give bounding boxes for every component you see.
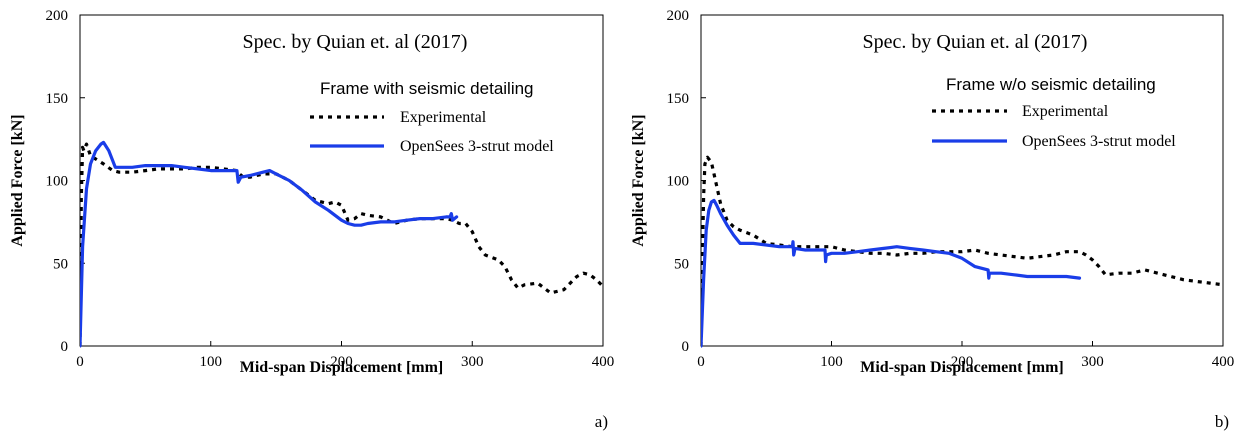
x-tick-label: 0 — [76, 354, 84, 370]
y-tick-label: 50 — [674, 256, 689, 272]
x-tick-label: 300 — [461, 354, 484, 370]
x-tick-label: 200 — [330, 354, 353, 370]
legend-entry-experimental: Experimental — [1022, 103, 1109, 120]
y-tick-label: 150 — [46, 91, 69, 107]
opensees-series-line — [701, 198, 1082, 348]
x-tick-label: 100 — [820, 354, 843, 370]
chart-title: Spec. by Quian et. al (2017) — [243, 31, 468, 53]
x-tick-label: 200 — [951, 354, 974, 370]
legend-entry-opensees: OpenSees 3-strut model — [1022, 133, 1176, 150]
y-tick-label: 50 — [53, 256, 68, 272]
legend-title: Frame w/o seismic detailing — [946, 75, 1156, 94]
y-tick-label: 0 — [682, 339, 690, 355]
y-axis-title: Applied Force [kN] — [9, 114, 26, 246]
x-tick-label: 0 — [697, 354, 705, 370]
legend-entry-experimental: Experimental — [400, 109, 487, 126]
x-tick-label: 400 — [592, 354, 615, 370]
plot-frame — [79, 14, 604, 347]
x-axis-title: Mid-span Displacement [mm] — [860, 359, 1064, 376]
experimental-series-line — [701, 155, 1223, 347]
x-axis-title: Mid-span Displacement [mm] — [240, 359, 444, 376]
y-tick-label: 100 — [46, 174, 69, 190]
opensees-series-line — [80, 140, 459, 348]
legend-entry-opensees: OpenSees 3-strut model — [400, 138, 554, 155]
y-tick-label: 100 — [667, 174, 690, 190]
x-tick-label: 300 — [1081, 354, 1104, 370]
x-tick-label: 400 — [1212, 354, 1235, 370]
experimental-series-line — [80, 142, 603, 347]
y-tick-label: 150 — [667, 91, 690, 107]
chart-title: Spec. by Quian et. al (2017) — [863, 31, 1088, 53]
panel-label: a) — [595, 412, 608, 431]
y-tick-label: 200 — [46, 8, 69, 24]
y-tick-label: 200 — [667, 8, 690, 24]
y-axis-title: Applied Force [kN] — [630, 114, 647, 246]
legend-title: Frame with seismic detailing — [320, 79, 534, 98]
panel-label: b) — [1215, 412, 1229, 431]
plot-frame — [700, 14, 1224, 347]
x-tick-label: 100 — [200, 354, 223, 370]
y-tick-label: 0 — [61, 339, 69, 355]
